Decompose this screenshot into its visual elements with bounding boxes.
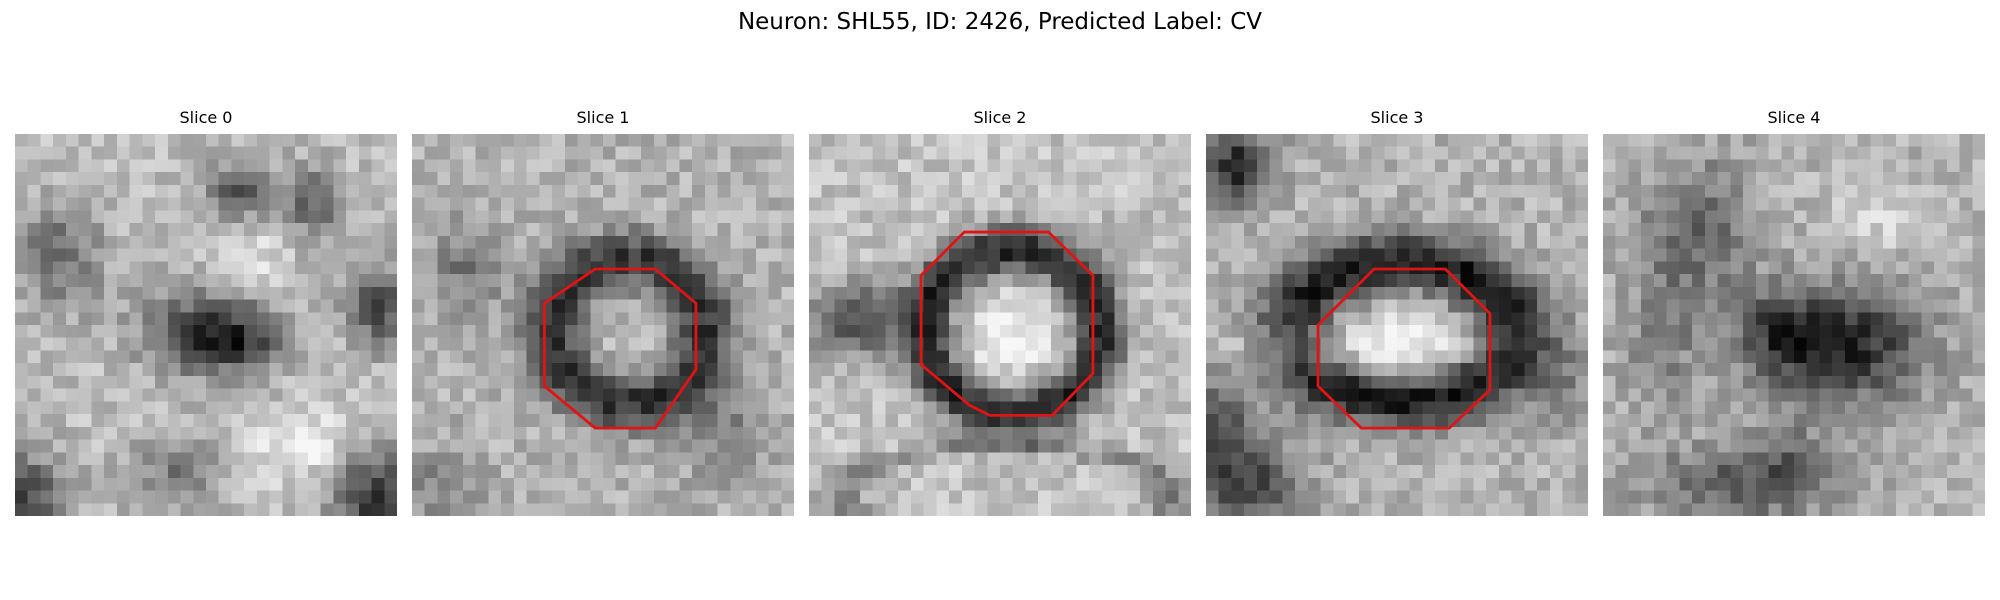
slice-panel-2: Slice 2 xyxy=(809,108,1191,516)
slice-panel-3: Slice 3 xyxy=(1206,108,1588,516)
slice-image xyxy=(1603,134,1985,516)
figure-title: Neuron: SHL55, ID: 2426, Predicted Label… xyxy=(737,9,1263,35)
prediction-contour xyxy=(1316,267,1492,430)
slice-title: Slice 3 xyxy=(1370,108,1424,127)
slice-panel-4: Slice 4 xyxy=(1603,108,1985,516)
slice-title: Slice 4 xyxy=(1767,108,1821,127)
slice-image xyxy=(1206,134,1588,516)
slice-image xyxy=(15,134,397,516)
slice-panel-1: Slice 1 xyxy=(412,108,794,516)
slice-panel-0: Slice 0 xyxy=(15,108,397,516)
slice-title: Slice 2 xyxy=(973,108,1027,127)
slice-image xyxy=(809,134,1191,516)
slice-image xyxy=(412,134,794,516)
prediction-contour xyxy=(543,267,698,430)
slice-title: Slice 1 xyxy=(576,108,630,127)
prediction-contour xyxy=(919,230,1095,417)
slice-title: Slice 0 xyxy=(179,108,233,127)
